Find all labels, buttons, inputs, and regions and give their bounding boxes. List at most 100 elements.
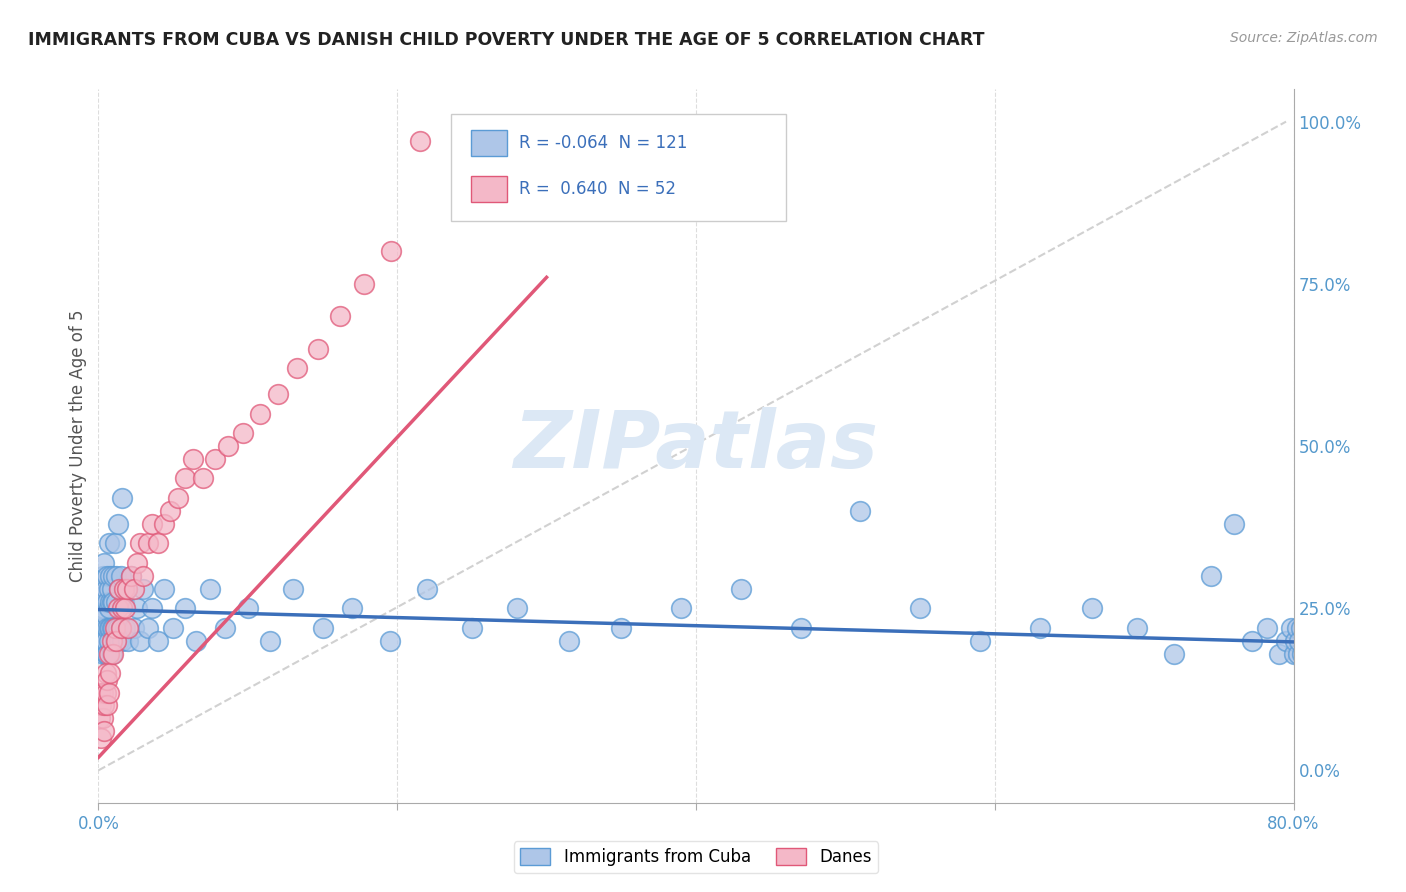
Point xyxy=(129,536,152,550)
Point xyxy=(329,310,352,324)
Point xyxy=(93,633,115,648)
Point xyxy=(1291,647,1313,661)
Point xyxy=(89,685,111,699)
Legend: Immigrants from Cuba, Danes: Immigrants from Cuba, Danes xyxy=(513,841,879,873)
Point xyxy=(1275,633,1298,648)
Point xyxy=(141,601,163,615)
Point xyxy=(1201,568,1223,582)
Point xyxy=(107,621,129,635)
Point xyxy=(93,556,115,570)
Point xyxy=(105,621,128,635)
Point xyxy=(124,582,146,596)
Text: R =  0.640  N = 52: R = 0.640 N = 52 xyxy=(519,180,676,198)
Point xyxy=(93,698,115,713)
Point xyxy=(148,536,170,550)
Point xyxy=(105,633,128,648)
Point xyxy=(90,633,112,648)
Point xyxy=(96,673,118,687)
Point xyxy=(849,504,872,518)
Point xyxy=(89,711,111,725)
Point xyxy=(669,601,692,615)
Point xyxy=(380,244,402,259)
Text: R = -0.064  N = 121: R = -0.064 N = 121 xyxy=(519,134,688,152)
Point xyxy=(1298,633,1320,648)
Point xyxy=(342,601,364,615)
Point xyxy=(129,633,152,648)
Point xyxy=(461,621,484,635)
Point xyxy=(1301,647,1323,661)
Point xyxy=(1324,633,1347,648)
Point xyxy=(96,568,118,582)
Point xyxy=(1292,633,1315,648)
Point xyxy=(1315,633,1337,648)
Point xyxy=(1295,621,1317,635)
Point xyxy=(97,536,120,550)
Point xyxy=(101,621,124,635)
Point xyxy=(103,595,125,609)
Point xyxy=(101,582,124,596)
Point xyxy=(1285,621,1308,635)
Point xyxy=(1289,621,1312,635)
Point xyxy=(96,595,118,609)
Point xyxy=(214,621,236,635)
Point xyxy=(97,621,120,635)
Point xyxy=(104,621,127,635)
Point xyxy=(98,568,122,582)
Point xyxy=(110,621,132,635)
FancyBboxPatch shape xyxy=(451,114,786,221)
Point xyxy=(1322,621,1344,635)
Point xyxy=(159,504,181,518)
Point xyxy=(1299,621,1322,635)
Point xyxy=(174,471,197,485)
Point xyxy=(94,666,117,681)
Point xyxy=(98,666,122,681)
Point xyxy=(103,568,125,582)
Point xyxy=(97,601,120,615)
Point xyxy=(267,387,290,401)
Point xyxy=(1256,621,1278,635)
Point xyxy=(1316,621,1339,635)
Point xyxy=(111,491,134,505)
Point xyxy=(94,582,117,596)
Point xyxy=(1279,621,1302,635)
Point xyxy=(91,647,114,661)
Point xyxy=(110,568,132,582)
Point xyxy=(1305,647,1327,661)
Point xyxy=(1081,601,1104,615)
Point xyxy=(101,595,124,609)
FancyBboxPatch shape xyxy=(471,130,508,155)
Point xyxy=(112,582,135,596)
Point xyxy=(1306,633,1329,648)
Point xyxy=(132,568,155,582)
Point xyxy=(101,633,124,648)
Point xyxy=(101,647,124,661)
Point xyxy=(610,621,633,635)
Point xyxy=(96,621,118,635)
Point xyxy=(114,601,136,615)
Point xyxy=(108,582,131,596)
Point xyxy=(408,134,430,148)
Point xyxy=(93,588,115,602)
Point xyxy=(90,731,112,745)
Point xyxy=(1223,516,1246,531)
Point xyxy=(1323,647,1346,661)
Point xyxy=(416,582,439,596)
Point xyxy=(89,621,111,635)
Point xyxy=(307,342,329,356)
Point xyxy=(141,516,163,531)
Point xyxy=(93,724,115,739)
Point xyxy=(108,633,131,648)
Point xyxy=(174,601,197,615)
Point xyxy=(91,685,114,699)
Point xyxy=(127,556,149,570)
Point xyxy=(1320,633,1343,648)
Point xyxy=(1267,647,1289,661)
Point xyxy=(1319,647,1341,661)
Point xyxy=(96,647,118,661)
Point xyxy=(908,601,931,615)
Point xyxy=(97,647,120,661)
Point xyxy=(97,633,120,648)
Point xyxy=(112,595,135,609)
Point xyxy=(184,633,207,648)
Point xyxy=(1296,647,1319,661)
